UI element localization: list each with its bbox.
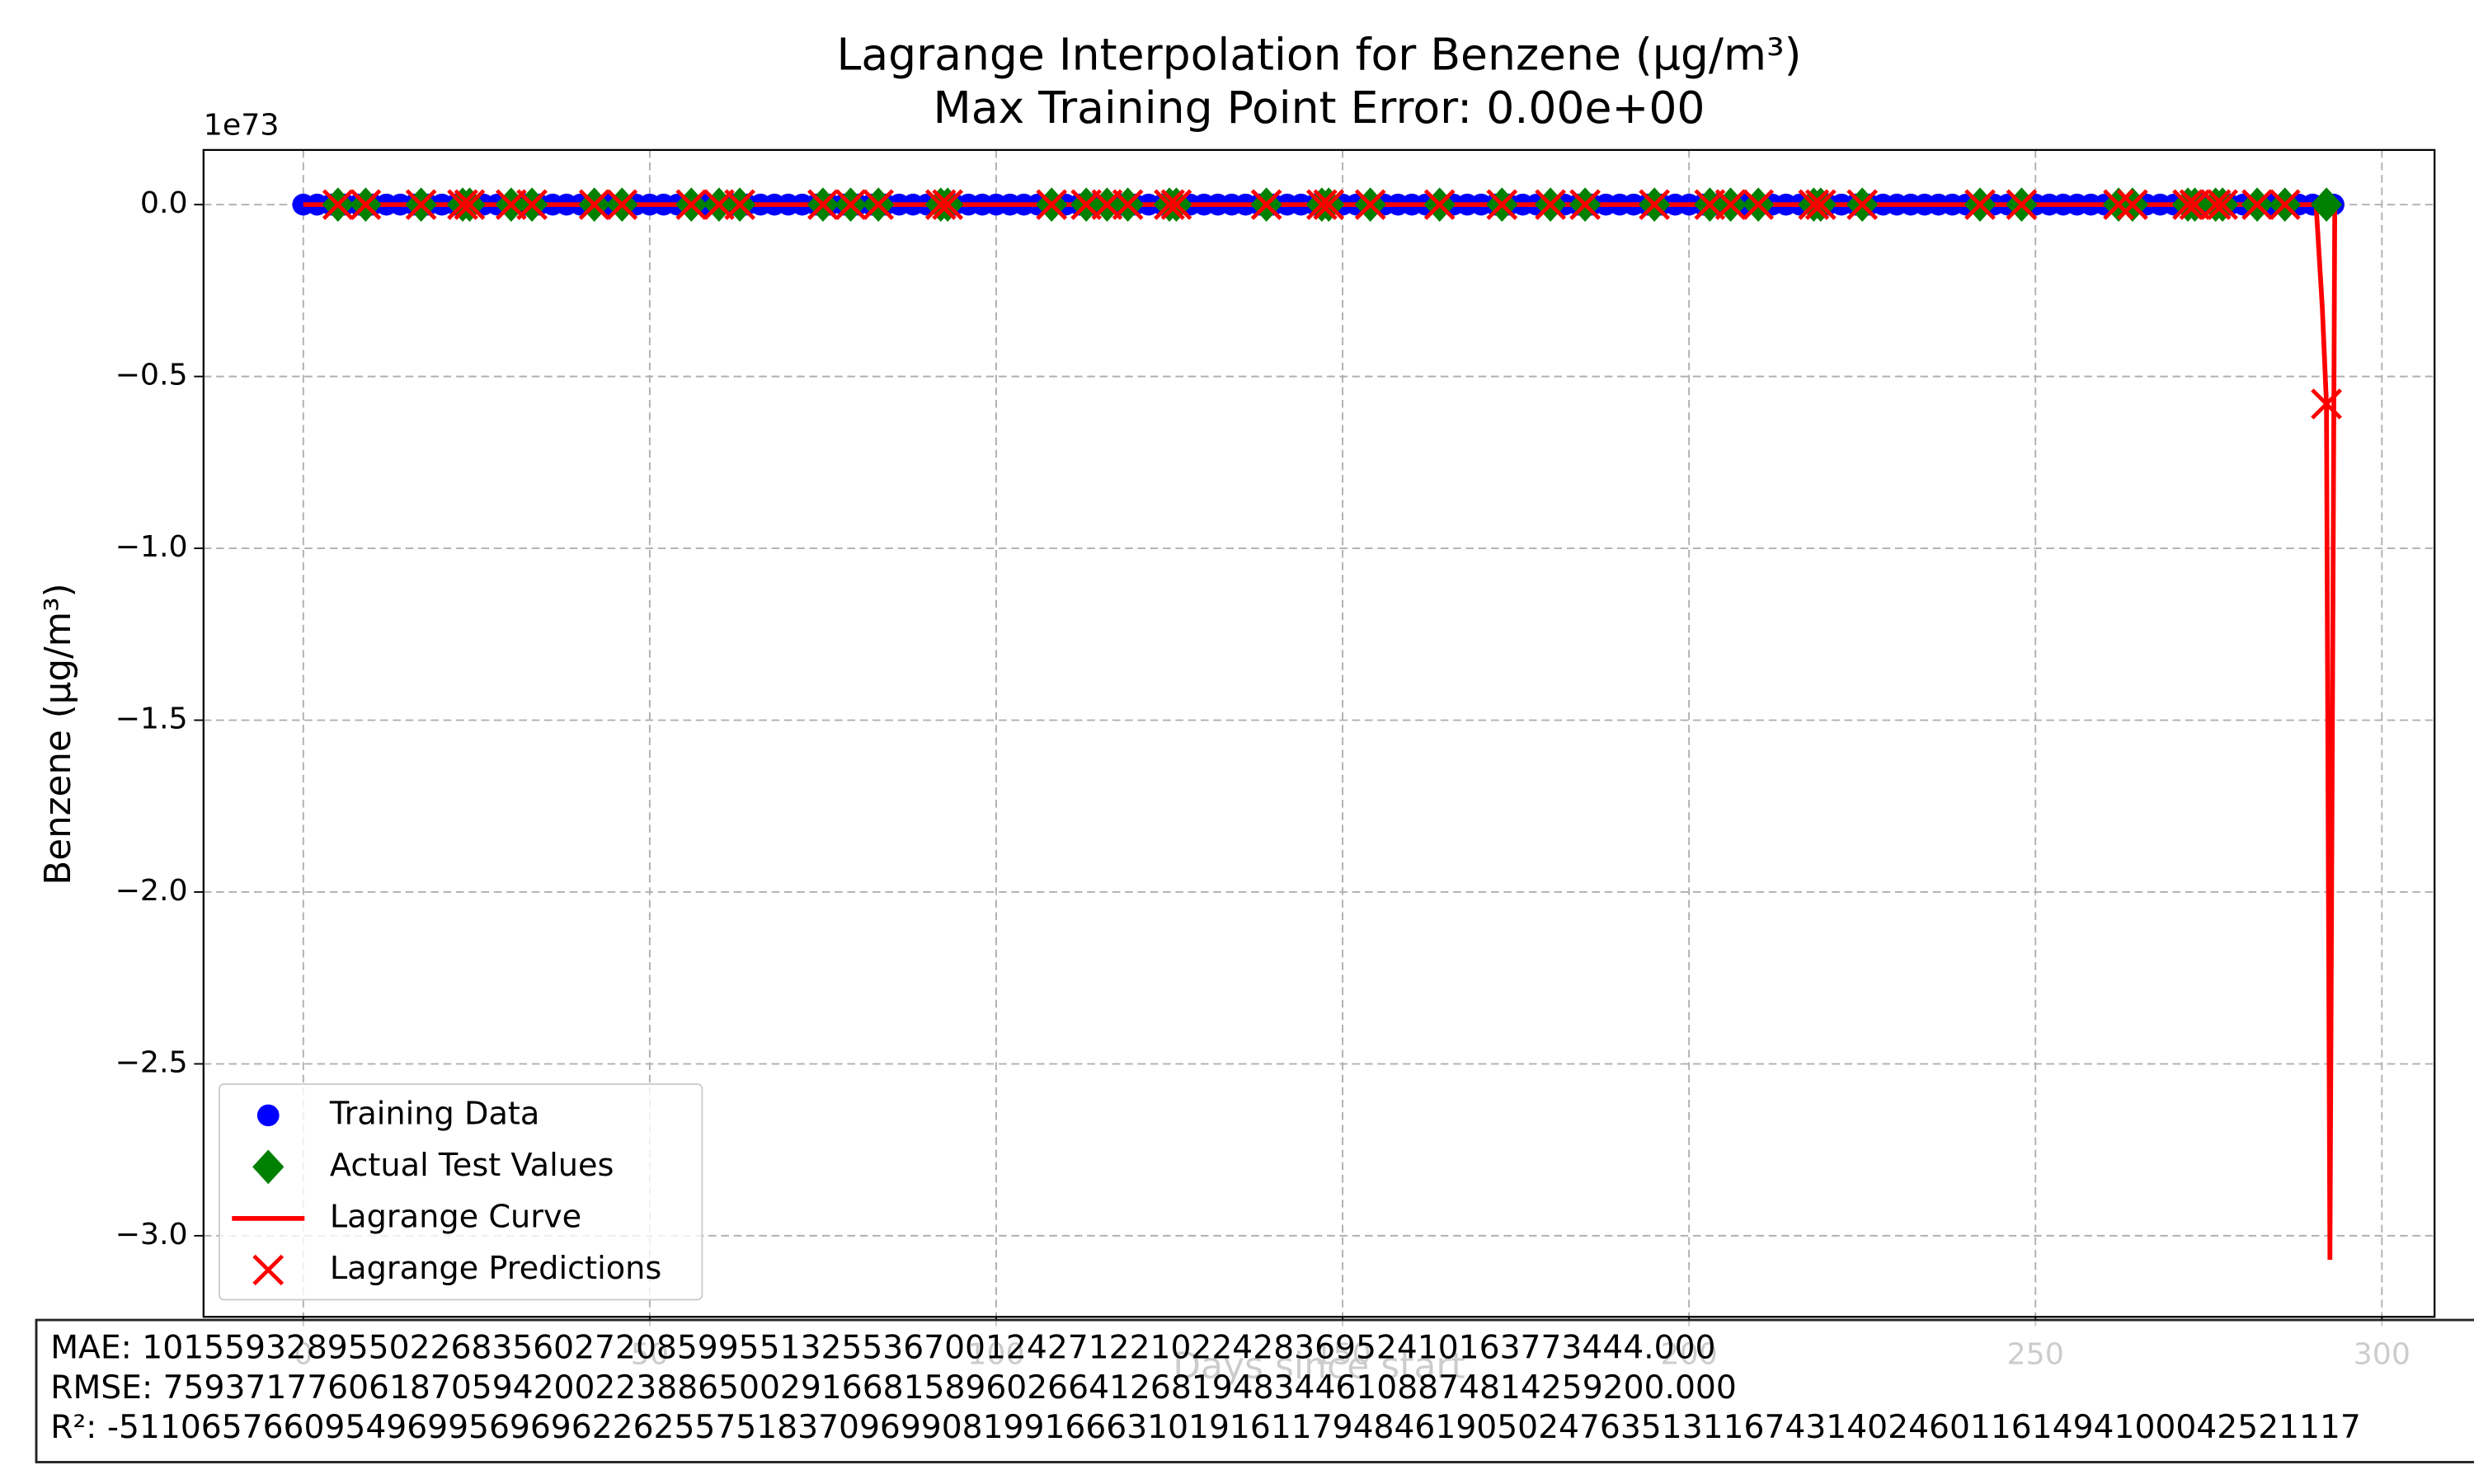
legend-marker [252,1254,285,1286]
prediction-point [2006,189,2038,220]
prediction-point [2199,189,2232,220]
prediction-point [2269,189,2301,220]
prediction-point [1354,189,1386,220]
chart-subtitle: Max Training Point Error: 0.00e+00 [934,82,1705,134]
prediction-point [835,189,867,220]
prediction-point [675,189,708,220]
y-tick-label: −2.5 [115,1045,187,1080]
prediction-point [1154,189,1185,220]
prediction-point [516,189,548,220]
prediction-point [405,189,437,220]
prediction-point [1423,189,1456,220]
prediction-point [606,189,638,220]
prediction-point [1846,189,1879,220]
y-axis-label: Benzene (µg/m³) [37,583,79,885]
prediction-point [1313,189,1345,220]
y-tick-label: −1.0 [115,528,187,564]
y-offset-label: 1e73 [204,107,280,143]
prediction-point [807,189,839,220]
prediction-point [2172,189,2204,220]
prediction-point [1160,189,1192,220]
prediction-point [2241,189,2273,220]
stats-line: MAE: 10155932895502268356027208599551325… [50,1330,1715,1367]
legend-label: Lagrange Predictions [330,1250,661,1286]
prediction-point [1569,189,1602,220]
test-point [2310,187,2343,223]
prediction-point [447,189,478,220]
prediction-point [454,189,486,220]
prediction-point [322,189,354,220]
y-tick-label: −3.0 [115,1216,187,1252]
legend-box [218,1082,703,1301]
prediction-point [1743,189,1775,220]
legend-label: Actual Test Values [330,1147,614,1183]
legend-label: Lagrange Curve [330,1199,581,1235]
stats-line: R²: -51106576609549699569696226255751837… [50,1409,2361,1446]
prediction-point [1250,189,1282,220]
stats-box [35,1318,2474,1463]
prediction-point [1535,189,1567,220]
stats-line: RMSE: 7593717760618705942002238865002916… [50,1369,1737,1407]
prediction-point [578,189,610,220]
prediction-point [2116,189,2148,220]
prediction-point [724,189,756,220]
y-tick-label: −0.5 [115,357,187,392]
prediction-point [1036,189,1068,220]
prediction-point [1486,189,1518,220]
chart-title: Lagrange Interpolation for Benzene (µg/m… [836,30,1801,81]
legend-marker [256,1104,280,1127]
y-tick-label: 0.0 [140,185,188,220]
prediction-point [863,189,895,220]
prediction-point [1964,189,1996,220]
plot-frame [202,148,2436,1318]
prediction-point [2311,388,2343,420]
prediction-point [924,189,957,220]
y-tick-label: −2.0 [115,872,187,908]
legend-label: Training Data [329,1095,540,1131]
y-tick-label: −1.5 [115,701,187,736]
prediction-point [1714,189,1747,220]
prediction-point [1112,189,1144,220]
prediction-point [1639,189,1671,220]
prediction-point [932,189,964,220]
prediction-point [350,189,382,220]
prediction-point [1305,189,1338,220]
prediction-point [2103,189,2134,220]
prediction-point [1798,189,1830,220]
series-layer [292,187,2345,1261]
prediction-point [1804,189,1837,220]
prediction-point [2207,189,2238,220]
